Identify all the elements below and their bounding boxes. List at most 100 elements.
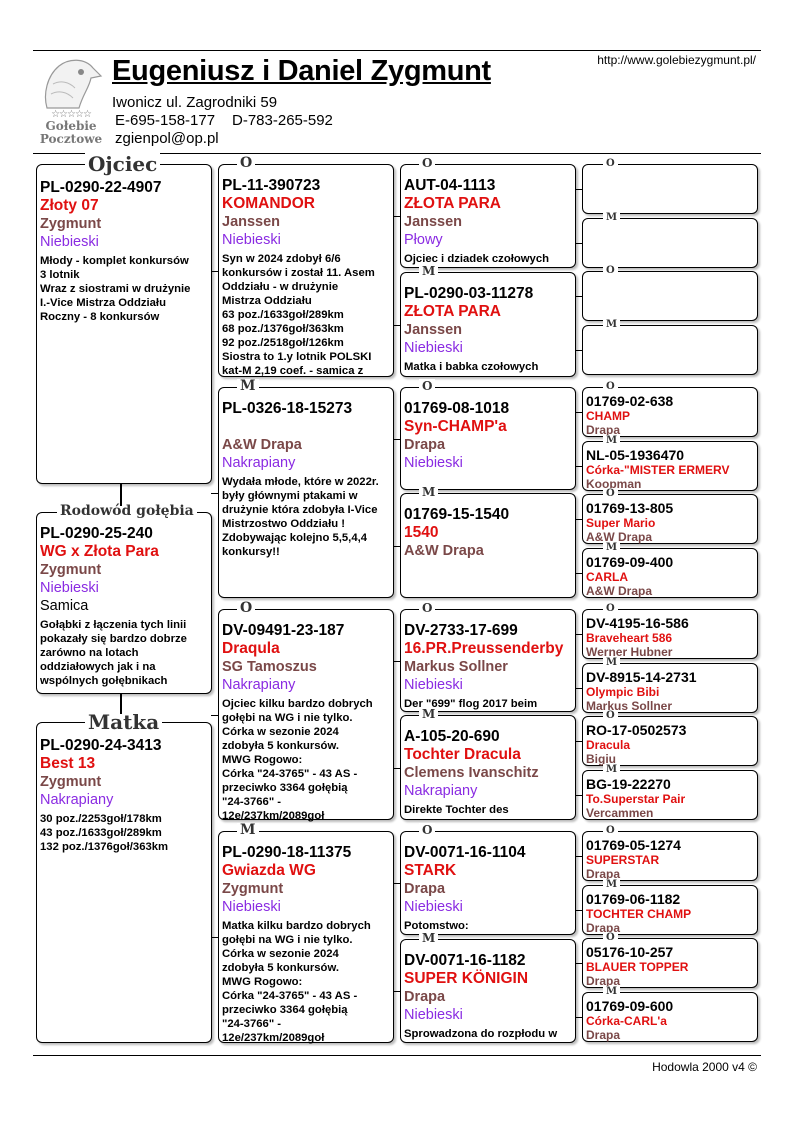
- pigeon-box-gen4[interactable]: O 05176-10-257 BLAUER TOPPER Drapa: [582, 932, 758, 988]
- box-label: O: [419, 379, 436, 393]
- note-line: Roczny - 8 konkursów: [40, 311, 160, 323]
- note-line: Potomstwo:: [404, 920, 469, 932]
- color: Niebieski: [404, 677, 463, 693]
- note-line: I.-Vice Mistrza Oddziału: [40, 297, 166, 309]
- pigeon-box-gen4[interactable]: M: [582, 212, 758, 268]
- notes: Wydała młode, które w 2022r. były głównym…: [222, 475, 393, 559]
- connector-line: [393, 767, 400, 769]
- note-line: Gołąbki z łączenia tych linii: [40, 619, 187, 631]
- pigeon-box-gen4[interactable]: M NL-05-1936470 Córka-"MISTER ERMERV Koopma…: [582, 435, 758, 491]
- pigeon-box-gen4[interactable]: M 01769-06-1182 TOCHTER CHAMP Drapa: [582, 879, 758, 935]
- pigeon-box-gen3[interactable]: M PL-0290-03-11278 ZŁOTA PARA Janssen Niebie…: [400, 264, 576, 377]
- pigeon-name: [222, 418, 393, 436]
- pigeon-box-gen3[interactable]: M A-105-20-690 Tochter Dracula Clemens Ivan…: [400, 707, 576, 820]
- ring-number: PL-0290-25-240: [40, 525, 153, 542]
- connector-line: [393, 991, 400, 992]
- connector-line: [575, 688, 582, 689]
- pigeon-box-gen2[interactable]: O PL-11-390723 KOMANDOR Janssen Niebieski Syn…: [218, 156, 394, 378]
- box-label: M: [603, 764, 621, 775]
- ring-number: PL-0290-24-3413: [40, 737, 162, 754]
- connector-line: [120, 484, 122, 506]
- pigeon-box-gen3[interactable]: M DV-0071-16-1182 SUPER KÖNIGIN Drapa Niebie…: [400, 931, 576, 1043]
- email[interactable]: zgienpol@op.pl: [115, 130, 219, 147]
- color: Niebieski: [404, 1007, 463, 1023]
- box-label: O: [603, 932, 618, 943]
- pigeon-head-icon: [44, 59, 103, 109]
- color: Nakrapiany: [40, 792, 114, 808]
- pigeon-box-gen4[interactable]: M DV-8915-14-2731 Olympic Bibi Markus Solln…: [582, 657, 758, 713]
- pigeon-box-gen4[interactable]: O DV-4195-16-586 Braveheart 586 Werner Hubn…: [582, 603, 758, 659]
- pigeon-box-gen4[interactable]: O 01769-13-805 Super Mario A&W Drapa: [582, 488, 758, 544]
- breeder: Drapa: [404, 989, 446, 1005]
- pigeon-name: Super Mario: [586, 516, 656, 530]
- pigeon-box-gen2[interactable]: M PL-0326-18-15273 A&W Drapa Nakrapiany Wyda…: [218, 379, 394, 598]
- ring-number: 01769-13-805: [586, 500, 674, 516]
- box-label: M: [603, 542, 621, 553]
- note-line: Oddziału - w drużynie: [222, 281, 339, 293]
- note-line: przeciwko 3364 gołębią: [222, 782, 348, 794]
- pigeon-box-gen3[interactable]: O AUT-04-1113 ZŁOTA PARA Janssen Płowy Ojciec…: [400, 156, 576, 268]
- note-line: Córka "24-3765" - 43 AS -: [222, 768, 358, 780]
- ring-number: 01769-08-1018: [404, 400, 510, 417]
- box-label: O: [603, 488, 618, 499]
- note-line: konkursów i został 11. Asem: [222, 267, 375, 279]
- notes: Potomstwo:: [404, 919, 575, 933]
- box-label: M: [419, 931, 439, 945]
- pigeon-name: Tochter Dracula: [404, 746, 521, 763]
- breeder: Zygmunt: [222, 881, 284, 897]
- pigeon-box-gen4[interactable]: O: [582, 158, 758, 214]
- connector-line: [393, 216, 400, 217]
- connector-line: [575, 466, 582, 467]
- note-line: Córka w sezonie 2024: [222, 948, 339, 960]
- note-line: 3 lotnik: [40, 269, 80, 281]
- pigeon-box-gen4[interactable]: M 01769-09-400 CARLA A&W Drapa: [582, 542, 758, 598]
- phone-d: D-783-265-592: [232, 112, 333, 129]
- pigeon-box-gen4[interactable]: O 01769-02-638 CHAMP Drapa: [582, 381, 758, 437]
- breeder: Janssen: [222, 214, 281, 230]
- pigeon-box-gen4[interactable]: O RO-17-0502573 Dracula Bigiu: [582, 710, 758, 766]
- notes: Ojciec i dziadek czołowych: [404, 252, 575, 266]
- pigeon-box-mother[interactable]: Matka PL-0290-24-3413 Best 13 Zygmunt Nakrap…: [36, 711, 212, 1043]
- pigeon-box-gen3[interactable]: O DV-0071-16-1104 STARK Drapa Niebieski Potom…: [400, 823, 576, 935]
- website-url[interactable]: http://www.golebiezygmunt.pl/: [597, 53, 756, 67]
- pigeon-box-gen4[interactable]: O: [582, 265, 758, 321]
- breeder-title: Eugeniusz i Daniel Zygmunt: [112, 55, 491, 87]
- pigeon-name: Dracula: [586, 738, 631, 752]
- note-line: 30 poz./2253goł/178km: [40, 813, 162, 825]
- pigeon-name: ZŁOTA PARA: [404, 195, 502, 212]
- ring-number: 01769-09-400: [586, 554, 674, 570]
- pigeon-box-gen3[interactable]: O DV-2733-17-699 16.PR.Preussenderby Markus…: [400, 601, 576, 712]
- pigeon-box-gen3[interactable]: O 01769-08-1018 Syn-CHAMP'a Drapa Niebieski: [400, 379, 576, 490]
- footer-divider: [33, 1055, 761, 1056]
- pigeon-box-gen3[interactable]: M 01769-15-1540 1540 A&W Drapa: [400, 485, 576, 598]
- breeder: SG Tamoszus: [222, 659, 317, 675]
- connector-line: [575, 795, 582, 796]
- logo-stars: ☆☆☆☆☆: [51, 109, 92, 120]
- ring-number: PL-11-390723: [222, 177, 321, 194]
- pigeon-box-subject[interactable]: Rodowód gołębia PL-0290-25-240 WG x Złota …: [36, 504, 212, 694]
- note-line: przeciwko 3364 gołębią: [222, 1004, 348, 1016]
- connector-line: [575, 296, 582, 297]
- ring-number: DV-0071-16-1104: [404, 844, 526, 861]
- pigeon-box-gen4[interactable]: M BG-19-22270 To.Superstar Pair Vercammen: [582, 764, 758, 820]
- note-line: konkursy!!: [222, 546, 280, 558]
- pigeon-box-gen2[interactable]: O DV-09491-23-187 Draqula SG Tamoszus Nakrap…: [218, 601, 394, 822]
- ring-number: DV-8915-14-2731: [586, 669, 697, 685]
- note-line: 92 poz./2518goł/126km: [222, 337, 344, 349]
- connector-line: [575, 910, 582, 911]
- pigeon-box-gen4[interactable]: O 01769-05-1274 SUPERSTAR Drapa: [582, 825, 758, 881]
- ring-number: 01769-02-638: [586, 393, 674, 409]
- pigeon-box-gen4[interactable]: M: [582, 319, 758, 375]
- box-label: O: [419, 823, 436, 837]
- note-line: Syn w 2024 zdobył 6/6: [222, 253, 341, 265]
- pigeon-box-gen4[interactable]: M 01769-09-600 Córka-CARL'a Drapa: [582, 986, 758, 1042]
- breeder: Koopman: [586, 477, 642, 491]
- pigeon-box-father[interactable]: Ojciec PL-0290-22-4907 Złoty 07 Zygmunt Nieb…: [36, 153, 212, 484]
- box-label: O: [419, 601, 436, 615]
- note-line: zdobyła 5 konkursów.: [222, 962, 339, 974]
- ring-number: BG-19-22270: [586, 776, 671, 792]
- notes: Syn w 2024 zdobył 6/6 konkursów i został …: [222, 252, 393, 378]
- pigeon-name: WG x Złota Para: [40, 543, 159, 560]
- pigeon-box-gen2[interactable]: M PL-0290-18-11375 Gwiazda WG Zygmunt Niebie…: [218, 823, 394, 1044]
- note-line: Wraz z siostrami w drużynie: [40, 283, 191, 295]
